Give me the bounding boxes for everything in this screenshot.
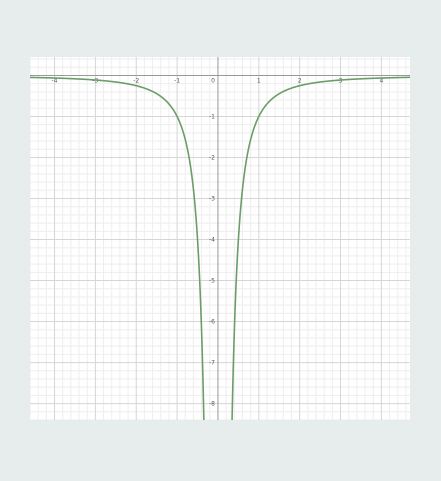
curve-left-branch [30,76,205,420]
x-tick-label: -2 [133,77,139,84]
x-tick-label: 0 [211,77,215,84]
y-tick-label: -5 [209,278,215,285]
x-tick-label: 1 [257,77,261,84]
x-tick-label: -4 [52,77,58,84]
graph-canvas[interactable]: -4 -3 -2 -1 0 1 2 3 4 -1 -2 -3 -4 -5 -6 -7 -8 [30,57,410,420]
x-tick-label: 4 [379,77,383,84]
y-tick-label: -1 [209,113,215,120]
y-tick-label: -8 [209,401,215,408]
x-tick-label: 3 [339,77,343,84]
y-tick-label: -2 [209,154,215,161]
y-tick-label: -3 [209,196,215,203]
y-tick-label: -4 [209,237,215,244]
curve-right-branch [231,76,410,420]
y-tick-label: -7 [209,360,215,367]
y-tick-label: -6 [209,319,215,326]
plot-area: -4 -3 -2 -1 0 1 2 3 4 -1 -2 -3 -4 -5 -6 -7 -8 [30,57,410,420]
x-tick-label: -3 [92,77,98,84]
x-tick-label: 2 [298,77,302,84]
x-tick-label: -1 [174,77,180,84]
